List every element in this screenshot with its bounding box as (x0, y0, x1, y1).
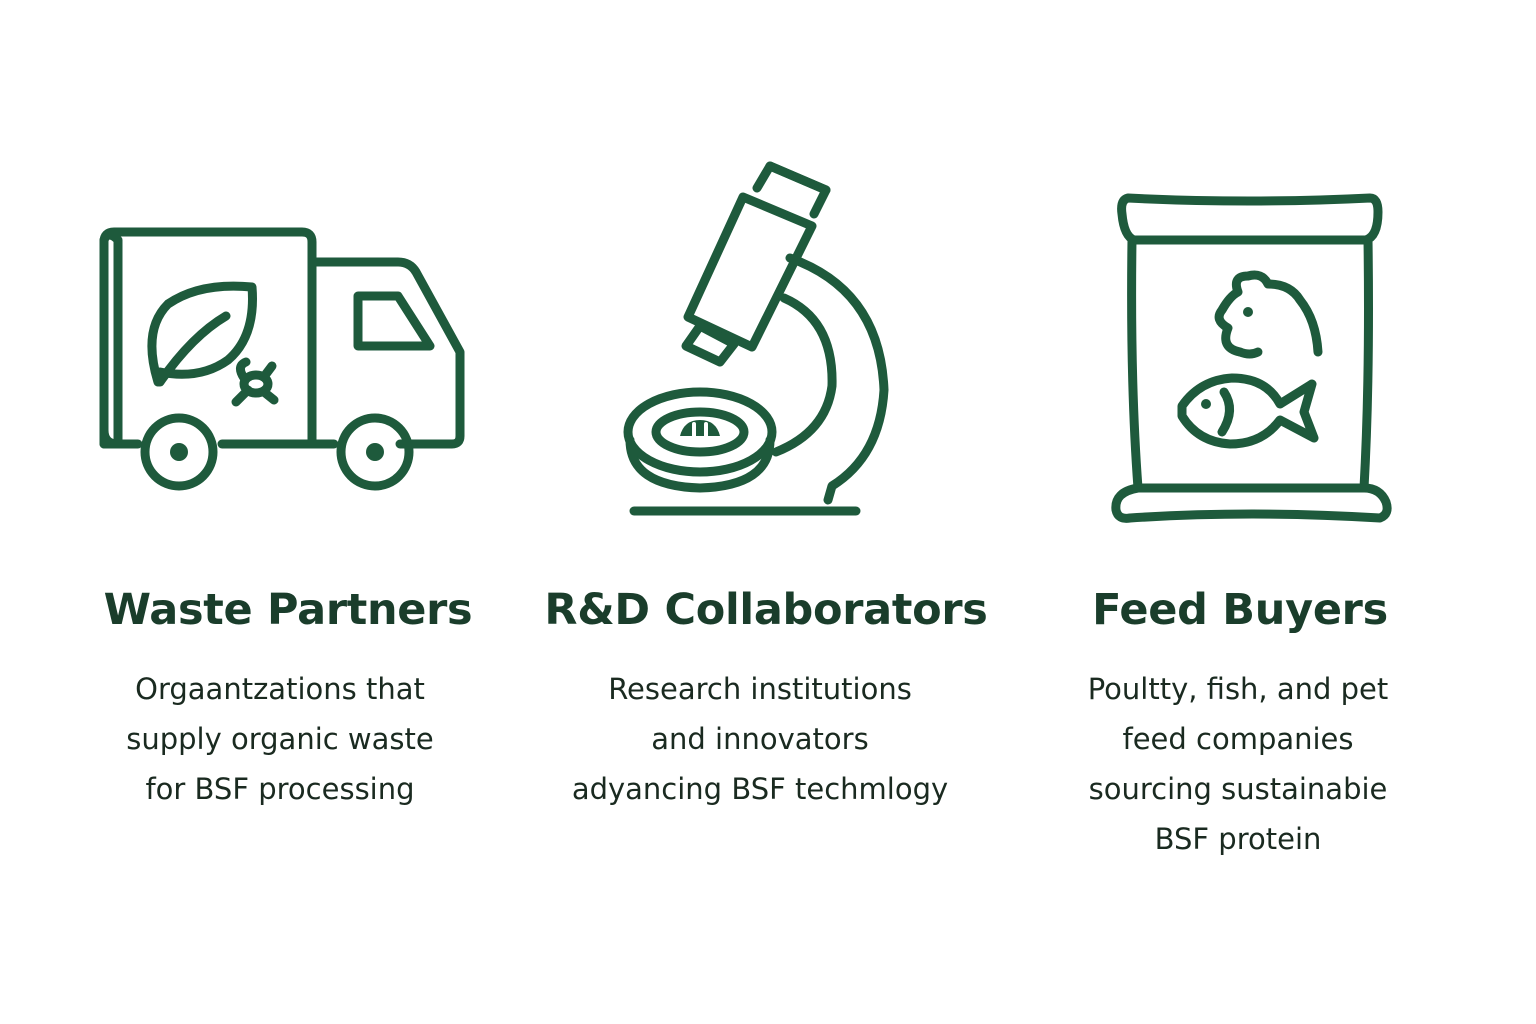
description-line: supply organic waste (126, 722, 434, 756)
card-description: Research institutions and innovators ady… (540, 664, 980, 814)
card-description: Poultty, fish, and pet feed companies so… (1038, 664, 1438, 864)
feed-bag-icon (1111, 193, 1392, 523)
microscope-icon (623, 161, 889, 516)
description-line: Poultty, fish, and pet (1087, 672, 1389, 706)
description-line: feed companies (1122, 722, 1354, 756)
card-title: R&D Collaborators (544, 585, 988, 635)
description-line: sourcing sustainabie (1088, 772, 1388, 806)
delivery-truck-icon (99, 227, 465, 491)
description-line: BSF protein (1154, 822, 1322, 856)
description-line: adyancing BSF techmlogy (571, 772, 949, 806)
card-title: Waste Partners (103, 585, 473, 635)
card-title: Feed Buyers (1092, 585, 1388, 635)
description-line: Orgaantzations that (135, 672, 425, 706)
description-line: for BSF processing (145, 772, 415, 806)
description-line: and innovators (651, 722, 869, 756)
description-line: Research institutions (608, 672, 912, 706)
card-description: Orgaantzations that supply organic waste… (80, 664, 480, 814)
